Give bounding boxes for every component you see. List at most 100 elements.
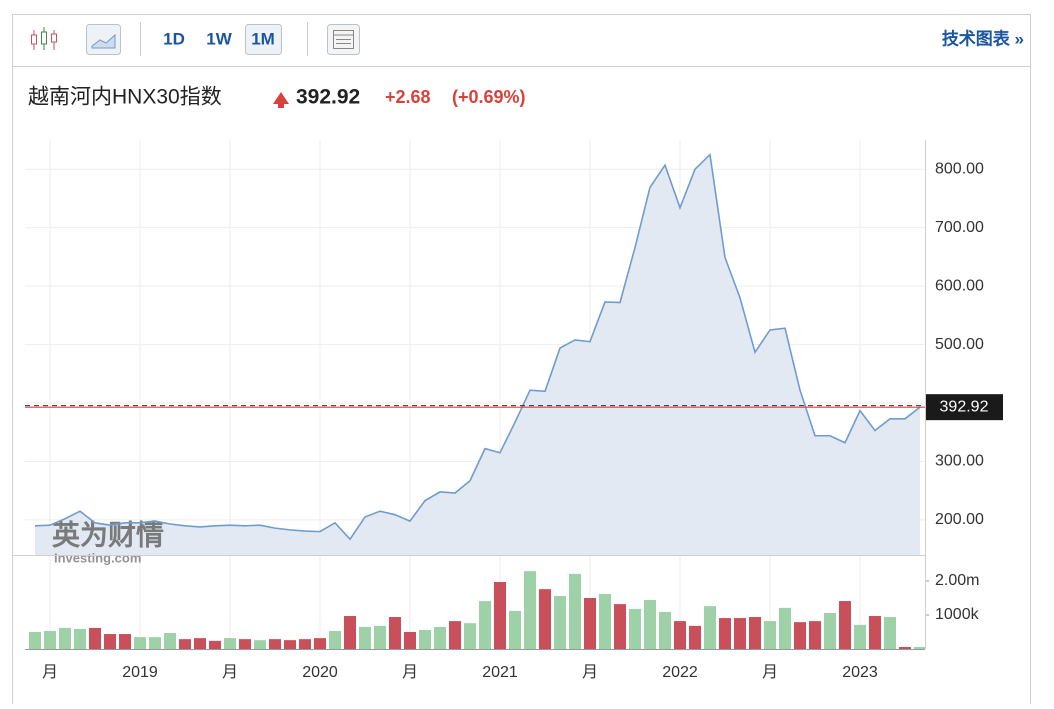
volume-bar bbox=[869, 616, 881, 649]
y-tick-label: 300.00 bbox=[935, 453, 984, 470]
volume-bar bbox=[794, 622, 806, 649]
x-tick-label: 2023 bbox=[842, 664, 878, 681]
volume-bar bbox=[194, 638, 206, 649]
x-tick-label: 月 bbox=[42, 664, 58, 681]
volume-bar bbox=[314, 638, 326, 649]
volume-bar bbox=[374, 625, 386, 649]
line-icon[interactable] bbox=[86, 24, 121, 55]
volume-bar bbox=[449, 621, 461, 649]
volume-bar bbox=[239, 639, 251, 649]
current-price-label: 392.92 bbox=[940, 398, 989, 415]
volume-bar bbox=[269, 639, 281, 649]
volume-bar bbox=[359, 626, 371, 649]
technical-chart-link[interactable]: 技术图表 » bbox=[942, 28, 1024, 48]
volume-bar bbox=[179, 639, 191, 649]
period-button[interactable]: 1M bbox=[251, 29, 275, 48]
index-name: 越南河内HNX30指数 bbox=[28, 86, 222, 109]
volume-bar bbox=[749, 617, 761, 649]
volume-bar bbox=[299, 639, 311, 649]
volume-bar bbox=[389, 617, 401, 649]
x-tick-label: 月 bbox=[222, 664, 238, 681]
period-button[interactable]: 1W bbox=[206, 29, 232, 48]
price: 392.92 bbox=[296, 86, 360, 109]
volume-bar bbox=[779, 607, 791, 649]
volume-bar bbox=[614, 604, 626, 649]
y-tick-label: 600.00 bbox=[935, 277, 984, 294]
volume-bar bbox=[899, 646, 911, 649]
volume-bar bbox=[479, 601, 491, 649]
x-tick-label: 月 bbox=[762, 664, 778, 681]
volume-bar bbox=[569, 573, 581, 649]
volume-bar bbox=[809, 621, 821, 649]
volume-bar bbox=[209, 640, 221, 649]
table-icon[interactable] bbox=[327, 24, 360, 55]
current-price-tag bbox=[926, 394, 1003, 421]
volume-bar bbox=[914, 646, 926, 649]
volume-bar bbox=[89, 627, 101, 649]
volume-bar bbox=[644, 600, 656, 649]
volume-bar bbox=[119, 634, 131, 649]
y-tick-label: 700.00 bbox=[935, 219, 984, 236]
y-tick-label: 500.00 bbox=[935, 336, 984, 353]
volume-bar bbox=[104, 634, 116, 649]
change: +2.68 bbox=[385, 87, 431, 107]
period-active-bg bbox=[245, 24, 282, 55]
volume-bar bbox=[464, 623, 476, 649]
volume-bar bbox=[839, 601, 851, 649]
volume-bar bbox=[74, 628, 86, 649]
volume-bar bbox=[494, 582, 506, 649]
x-tick-label: 月 bbox=[402, 664, 418, 681]
x-tick-label: 2021 bbox=[482, 664, 518, 681]
volume-bar bbox=[59, 627, 71, 649]
volume-bar bbox=[44, 630, 56, 649]
period-button[interactable]: 1D bbox=[163, 29, 185, 48]
frame bbox=[12, 14, 1031, 709]
volume-bar bbox=[134, 637, 146, 649]
volume-bar bbox=[404, 632, 416, 649]
x-tick-label: 2020 bbox=[302, 664, 338, 681]
volume-bar bbox=[884, 617, 896, 649]
volume-bar bbox=[629, 608, 641, 649]
volume-bar bbox=[674, 621, 686, 649]
volume-bar bbox=[164, 633, 176, 649]
volume-bar bbox=[434, 626, 446, 649]
volume-bar bbox=[734, 618, 746, 649]
volume-bar bbox=[29, 632, 41, 649]
up-arrow bbox=[273, 92, 289, 108]
volume-bar bbox=[254, 640, 266, 649]
volume-bar bbox=[854, 624, 866, 649]
price-line bbox=[34, 152, 921, 541]
volume-bar bbox=[509, 610, 521, 649]
volume-bar bbox=[554, 595, 566, 649]
volume-bar bbox=[719, 618, 731, 649]
volume-bar bbox=[344, 616, 356, 649]
volume-bar bbox=[419, 629, 431, 649]
volume-bar bbox=[224, 638, 236, 649]
y-tick-label: 1000k bbox=[935, 606, 980, 623]
watermark: 英为财情 bbox=[52, 519, 164, 550]
y-tick-label: 2.00m bbox=[935, 572, 979, 589]
volume-bar bbox=[329, 630, 341, 649]
volume-bar bbox=[704, 606, 716, 649]
x-tick-label: 月 bbox=[582, 664, 598, 681]
volume-bar bbox=[539, 589, 551, 649]
volume-bar bbox=[824, 612, 836, 649]
volume-bar bbox=[764, 621, 776, 649]
volume-bar bbox=[599, 593, 611, 649]
y-tick-label: 800.00 bbox=[935, 160, 984, 177]
volume-bar bbox=[284, 640, 296, 649]
volume-bar bbox=[524, 571, 536, 649]
watermark-sub: Investing.com bbox=[54, 550, 141, 565]
volume-bar bbox=[149, 637, 161, 649]
candle-icon[interactable] bbox=[31, 27, 57, 50]
y-tick-label: 200.00 bbox=[935, 511, 984, 528]
volume-bar bbox=[659, 611, 671, 649]
change-percent: (+0.69%) bbox=[452, 87, 526, 107]
volume-bar bbox=[584, 598, 596, 649]
x-tick-label: 2022 bbox=[662, 664, 698, 681]
x-tick-label: 2019 bbox=[122, 664, 158, 681]
area bbox=[35, 154, 920, 555]
volume-bar bbox=[689, 625, 701, 649]
